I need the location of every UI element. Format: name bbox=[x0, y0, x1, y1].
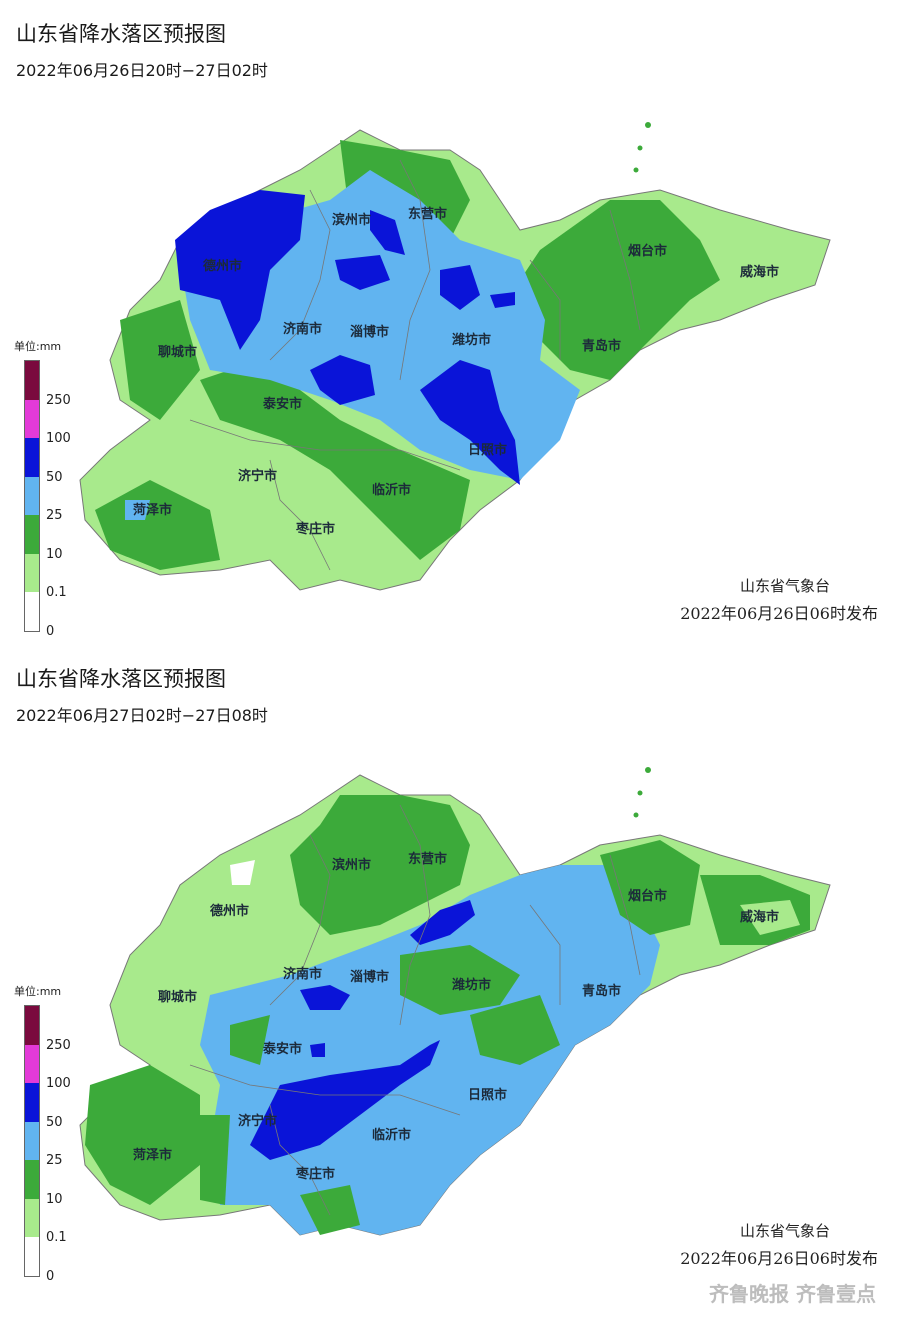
city-label: 枣庄市 bbox=[295, 521, 335, 537]
issuer: 山东省气象台 bbox=[739, 1222, 830, 1240]
legend-tick: 25 bbox=[46, 1153, 63, 1168]
city-label: 聊城市 bbox=[158, 344, 197, 360]
city-label: 威海市 bbox=[740, 264, 779, 280]
city-label: 济南市 bbox=[283, 966, 322, 982]
city-label: 聊城市 bbox=[158, 989, 197, 1005]
city-label: 临沂市 bbox=[372, 1127, 411, 1143]
panel-title: 山东省降水落区预报图 bbox=[16, 667, 226, 691]
forecast-period: 2022年06月27日02时−27日08时 bbox=[16, 706, 268, 725]
city-label: 潍坊市 bbox=[452, 332, 491, 348]
legend-swatch bbox=[25, 1198, 39, 1237]
legend-tick: 0.1 bbox=[46, 585, 67, 600]
legend-color-bar bbox=[24, 1005, 40, 1277]
legend-swatch bbox=[25, 1044, 39, 1083]
heavy-rain-area bbox=[310, 1043, 325, 1057]
heavy-rain-area bbox=[410, 900, 475, 945]
legend-tick: 100 bbox=[46, 431, 71, 446]
legend-tick: 0.1 bbox=[46, 1230, 67, 1245]
legend-tick: 50 bbox=[46, 1115, 63, 1130]
city-label: 东营市 bbox=[408, 851, 447, 867]
heavy-rain-area bbox=[250, 1040, 440, 1160]
city-label: 日照市 bbox=[468, 442, 507, 458]
legend-swatch bbox=[25, 438, 39, 477]
legend-tick: 10 bbox=[46, 1192, 63, 1207]
city-label: 泰安市 bbox=[262, 1041, 302, 1057]
legend-swatch bbox=[25, 1006, 39, 1045]
heavy-rain-area bbox=[310, 355, 375, 405]
legend-unit: 单位:mm bbox=[14, 985, 62, 998]
legend-tick: 10 bbox=[46, 547, 63, 562]
city-labels: 滨州市 东营市 德州市 烟台市 威海市 聊城市 济南市 淄博市 潍坊市 青岛市 … bbox=[133, 851, 779, 1182]
city-label: 枣庄市 bbox=[295, 1166, 335, 1182]
legend-tick: 50 bbox=[46, 470, 63, 485]
heavy-rain-area bbox=[370, 210, 405, 255]
legend-swatch bbox=[25, 1083, 39, 1122]
issuer: 山东省气象台 bbox=[739, 577, 830, 595]
city-labels: 滨州市 东营市 德州市 烟台市 威海市 聊城市 济南市 淄博市 潍坊市 青岛市 … bbox=[133, 206, 779, 537]
city-label: 青岛市 bbox=[582, 983, 621, 999]
city-label: 济宁市 bbox=[238, 1113, 277, 1129]
city-label: 临沂市 bbox=[372, 482, 411, 498]
heavy-rain-area bbox=[440, 265, 480, 310]
city-label: 东营市 bbox=[408, 206, 447, 222]
city-label: 菏泽市 bbox=[133, 1147, 172, 1163]
legend-tick: 0 bbox=[46, 1269, 55, 1284]
issue-time: 2022年06月26日06时发布 bbox=[680, 604, 878, 623]
city-label: 济宁市 bbox=[238, 468, 277, 484]
issue-time: 2022年06月26日06时发布 bbox=[680, 1249, 878, 1268]
city-borders bbox=[189, 159, 641, 571]
forecast-period: 2022年06月26日20时−27日02时 bbox=[16, 61, 268, 80]
city-label: 淄博市 bbox=[350, 969, 389, 985]
legend-swatch bbox=[25, 553, 39, 592]
heavy-rain-area bbox=[175, 190, 305, 350]
legend-tick: 0 bbox=[46, 624, 55, 639]
city-label: 济南市 bbox=[283, 321, 322, 337]
legend-swatch bbox=[25, 361, 39, 400]
legend-unit: 单位:mm bbox=[14, 340, 62, 353]
legend-tick: 250 bbox=[46, 393, 71, 408]
city-label: 威海市 bbox=[740, 909, 779, 925]
legend-swatch bbox=[25, 592, 39, 631]
watermark: 齐鲁晚报 齐鲁壹点 bbox=[709, 1282, 876, 1306]
panel-title: 山东省降水落区预报图 bbox=[16, 22, 226, 46]
city-label: 烟台市 bbox=[628, 243, 667, 259]
forecast-panel-2: 山东省降水落区预报图 2022年06月27日02时−27日08时 bbox=[0, 645, 900, 1295]
heavy-rain-area bbox=[490, 292, 515, 308]
heavy-rain-area bbox=[420, 360, 520, 485]
heavy-rain-area bbox=[300, 985, 350, 1010]
city-borders bbox=[189, 804, 641, 1216]
city-label: 烟台市 bbox=[628, 888, 667, 904]
city-label: 淄博市 bbox=[350, 324, 389, 340]
forecast-panel-1: 山东省降水落区预报图 2022年06月26日20时−27日02时 bbox=[0, 0, 900, 650]
city-label: 滨州市 bbox=[332, 212, 371, 228]
city-label: 菏泽市 bbox=[133, 502, 172, 518]
legend-swatch bbox=[25, 515, 39, 554]
legend-swatch bbox=[25, 476, 39, 515]
legend-swatch bbox=[25, 1121, 39, 1160]
city-label: 日照市 bbox=[468, 1087, 507, 1103]
heavy-rain-area bbox=[335, 255, 390, 290]
legend-swatch bbox=[25, 399, 39, 438]
rainfall-map: 滨州市 东营市 德州市 烟台市 威海市 聊城市 济南市 淄博市 潍坊市 青岛市 … bbox=[79, 767, 831, 1236]
legend-tick: 25 bbox=[46, 508, 63, 523]
rainfall-map: 滨州市 东营市 德州市 烟台市 威海市 聊城市 济南市 淄博市 潍坊市 青岛市 … bbox=[79, 122, 831, 591]
legend-swatch bbox=[25, 1237, 39, 1276]
city-label: 青岛市 bbox=[582, 338, 621, 354]
city-label: 泰安市 bbox=[262, 396, 302, 412]
city-label: 滨州市 bbox=[332, 857, 371, 873]
city-label: 德州市 bbox=[210, 903, 249, 919]
city-label: 德州市 bbox=[203, 258, 242, 274]
legend-tick: 100 bbox=[46, 1076, 71, 1091]
city-label: 潍坊市 bbox=[452, 977, 491, 993]
legend-tick: 250 bbox=[46, 1038, 71, 1053]
legend-color-bar bbox=[24, 360, 40, 632]
legend-swatch bbox=[25, 1160, 39, 1199]
